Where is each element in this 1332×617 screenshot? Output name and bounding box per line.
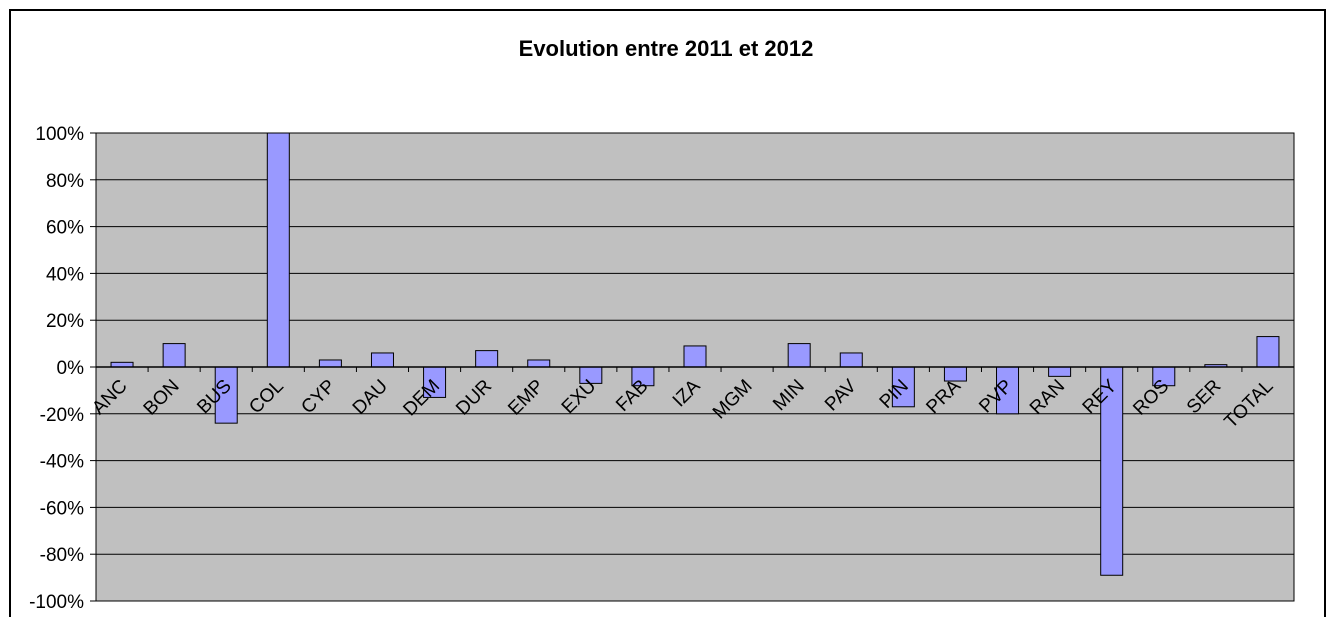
bar-total [1256,336,1280,368]
bar-min [787,343,811,368]
y-tick-label: -80% [40,545,84,566]
y-axis-ticks: 100% 80% 60% 40% 20% 0% -20% -40% -60% -80% -100% [29,124,96,613]
bar-pav [839,352,863,368]
y-tick-label: 0% [57,358,85,379]
y-tick-label: 20% [46,311,84,332]
y-tick-label: -60% [40,498,84,519]
y-tick-label: 80% [46,171,84,192]
y-tick-label: -20% [40,405,84,426]
bar-bon [162,343,186,368]
y-tick-label: 60% [46,218,84,239]
bar-dur [475,350,499,368]
y-tick-label: -40% [40,452,84,473]
y-tick-label: -100% [29,592,84,613]
bar-emp [527,359,551,368]
bar-cyp [318,359,342,368]
bar-iza [683,345,707,368]
bar-col [266,132,290,368]
y-tick-label: 100% [35,124,84,145]
chart-title: Evolution entre 2011 et 2012 [518,36,814,61]
bars [110,132,1280,576]
y-tick-label: 40% [46,264,84,285]
bar-ran [1048,366,1072,377]
bar-dau [370,352,394,368]
